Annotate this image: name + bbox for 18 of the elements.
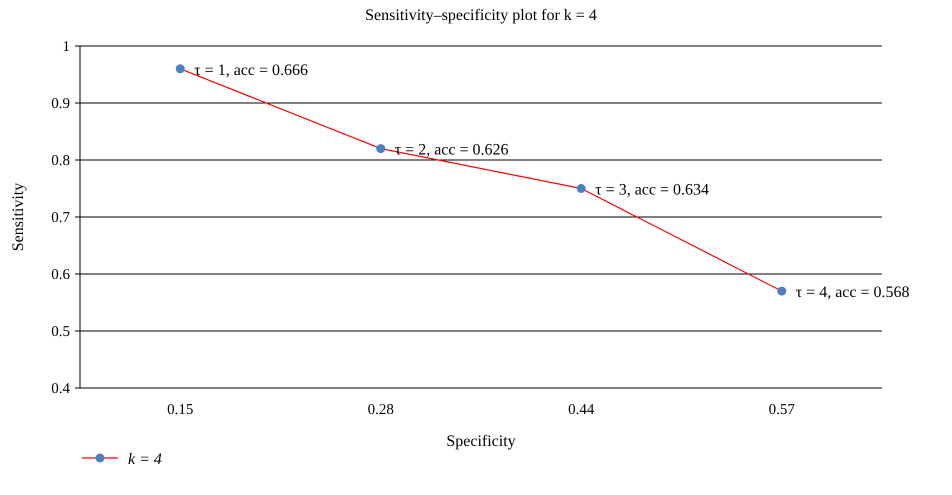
x-axis-title: Specificity (446, 433, 516, 450)
y-tick-label: 1 (62, 39, 70, 55)
x-tick-label: 0.44 (568, 402, 595, 418)
y-tick-label: 0.5 (51, 324, 70, 340)
x-tick-label: 0.57 (768, 402, 796, 418)
annotation: τ = 4, acc = 0.568 (796, 284, 910, 302)
y-tick-label: 0.9 (51, 96, 70, 112)
y-axis-title: Sensitivity (10, 182, 27, 252)
x-tick-label: 0.28 (368, 402, 394, 418)
annotation: τ = 1, acc = 0.666 (194, 62, 308, 79)
y-tick-label: 0.6 (51, 267, 70, 283)
y-tick-label: 0.8 (51, 153, 70, 169)
y-tick-label: 0.7 (51, 210, 70, 226)
chart-title: Sensitivity–specificity plot for k = 4 (365, 7, 597, 24)
x-tick-label: 0.15 (167, 402, 194, 418)
legend-label: k = 4 (128, 451, 162, 468)
y-tick-label: 0.4 (51, 381, 70, 397)
annotation: τ = 3, acc = 0.634 (595, 182, 710, 198)
